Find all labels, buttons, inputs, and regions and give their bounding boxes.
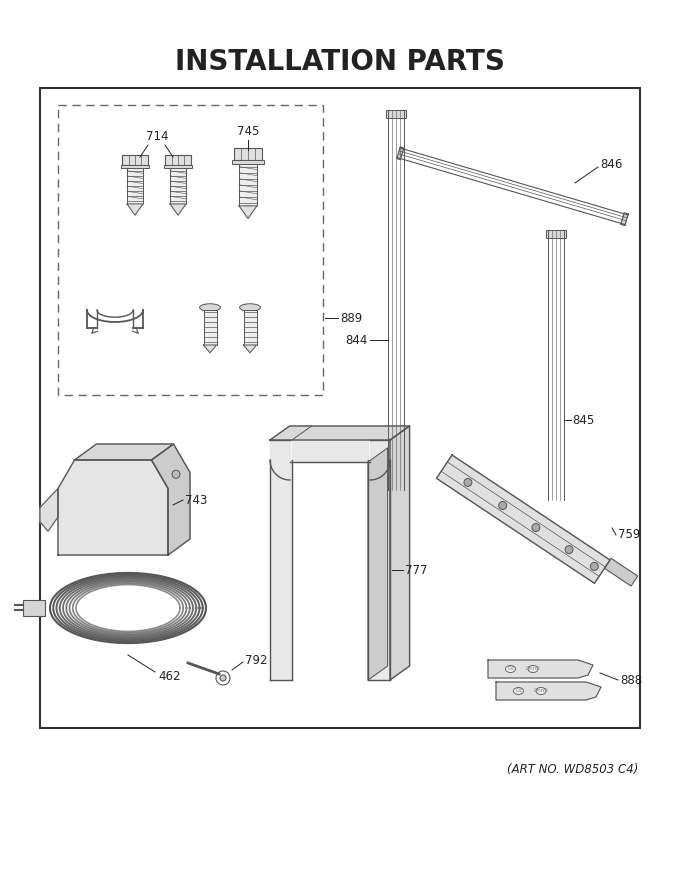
Polygon shape (127, 204, 143, 215)
Polygon shape (621, 213, 628, 225)
Bar (120, 165, 150, 168)
Bar (122, 155, 148, 165)
Bar (546, 230, 566, 238)
Text: 714: 714 (146, 130, 168, 143)
Circle shape (590, 562, 598, 570)
Ellipse shape (505, 665, 515, 672)
Text: GE: GE (508, 666, 515, 671)
Circle shape (565, 546, 573, 554)
Text: 845: 845 (572, 414, 594, 427)
Polygon shape (152, 444, 190, 555)
Bar (40, 88, 640, 728)
Polygon shape (58, 460, 168, 555)
Bar (170, 168, 186, 204)
Bar (58, 105, 323, 395)
Polygon shape (75, 444, 173, 460)
Polygon shape (239, 206, 257, 218)
Bar (239, 164, 257, 206)
Polygon shape (390, 426, 409, 680)
Circle shape (498, 502, 507, 510)
Polygon shape (488, 660, 593, 678)
Text: 888: 888 (620, 673, 642, 686)
Text: 777: 777 (405, 563, 428, 576)
Text: 759: 759 (618, 529, 641, 541)
Ellipse shape (200, 304, 220, 312)
Bar (605, 558, 638, 586)
Polygon shape (270, 426, 409, 440)
Circle shape (532, 524, 540, 532)
Text: 745: 745 (237, 125, 259, 138)
Polygon shape (40, 488, 58, 532)
Polygon shape (292, 440, 368, 462)
Text: (ART NO. WD8503 C4): (ART NO. WD8503 C4) (507, 764, 638, 776)
Text: 462: 462 (158, 670, 182, 683)
Polygon shape (496, 682, 601, 700)
Polygon shape (270, 460, 292, 680)
Bar (127, 168, 143, 204)
Circle shape (464, 479, 472, 487)
Bar (23, 600, 45, 616)
Text: 844: 844 (345, 334, 368, 347)
Text: 743: 743 (185, 494, 207, 507)
Text: INSTALLATION PARTS: INSTALLATION PARTS (175, 48, 505, 76)
Polygon shape (203, 345, 216, 353)
Ellipse shape (536, 687, 546, 694)
Text: 846: 846 (600, 158, 622, 172)
Bar (232, 159, 265, 164)
Polygon shape (243, 345, 256, 353)
Polygon shape (170, 204, 186, 215)
Polygon shape (368, 448, 388, 680)
Bar (164, 165, 192, 168)
Text: Dnn0: Dnn0 (526, 666, 541, 671)
Circle shape (172, 470, 180, 478)
Bar (165, 155, 191, 165)
Polygon shape (368, 460, 390, 680)
Text: 792: 792 (245, 654, 267, 666)
Polygon shape (370, 440, 390, 462)
Ellipse shape (513, 687, 524, 694)
Polygon shape (397, 147, 404, 159)
Polygon shape (270, 440, 290, 462)
Ellipse shape (528, 665, 538, 672)
Ellipse shape (239, 304, 260, 312)
Circle shape (220, 675, 226, 681)
Text: GE: GE (516, 688, 524, 693)
Text: 889: 889 (340, 312, 362, 325)
Polygon shape (437, 455, 610, 583)
Bar (203, 310, 216, 345)
Bar (386, 110, 406, 118)
Text: Dnn0: Dnn0 (534, 688, 549, 693)
Bar (234, 148, 262, 159)
Bar (243, 310, 256, 345)
